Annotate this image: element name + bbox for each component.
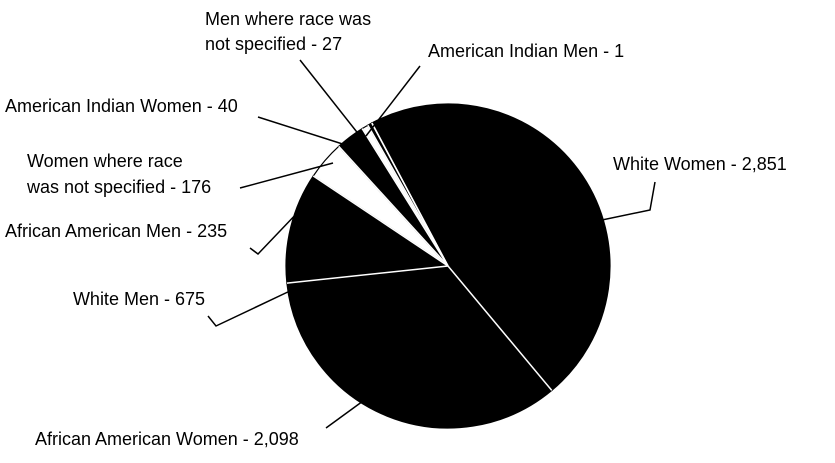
leader-line — [249, 209, 301, 255]
pie-slice — [285, 175, 450, 284]
leader-line — [325, 384, 386, 429]
slice-edge — [371, 122, 449, 267]
slice-edge — [338, 145, 449, 267]
pie-slice — [286, 265, 553, 429]
slice-label: not specified - 27 — [205, 34, 342, 54]
slice-label: White Men - 675 — [73, 289, 205, 309]
slice-label: American Indian Women - 40 — [5, 96, 238, 116]
slice-label: American Indian Men - 1 — [428, 41, 624, 61]
leader-line — [239, 162, 334, 189]
pie-slice — [371, 103, 611, 392]
leader-line — [257, 116, 353, 148]
slice-label: Women where race — [27, 151, 183, 171]
slice-edge — [312, 175, 449, 267]
leader-line — [577, 181, 656, 226]
slice-edge — [286, 265, 449, 284]
slice-label: African American Men - 235 — [5, 221, 227, 241]
slice-label: African American Women - 2,098 — [35, 429, 299, 449]
leader-line — [299, 59, 361, 137]
slice-label: White Women - 2,851 — [613, 154, 787, 174]
slice-label: was not specified - 176 — [26, 177, 211, 197]
slice-edge — [361, 128, 449, 267]
slice-edge — [447, 265, 553, 391]
leader-line — [365, 65, 421, 137]
leader-line — [207, 289, 293, 327]
slice-label: Men where race was — [205, 9, 371, 29]
slice-edge — [367, 124, 449, 267]
